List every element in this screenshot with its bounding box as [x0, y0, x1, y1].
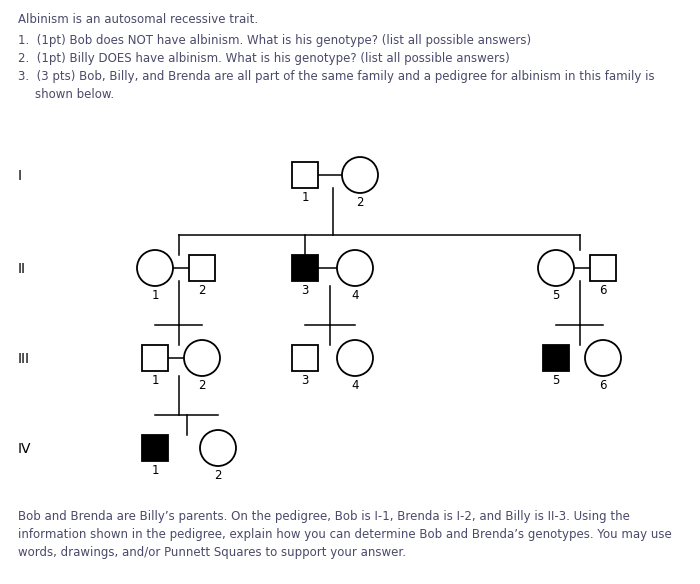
- Ellipse shape: [337, 250, 373, 286]
- Ellipse shape: [337, 340, 373, 376]
- Text: 1: 1: [301, 191, 309, 204]
- Bar: [142, 345, 168, 371]
- Text: 6: 6: [599, 284, 607, 297]
- Ellipse shape: [200, 430, 236, 466]
- Text: 3.  (3 pts) Bob, Billy, and Brenda are all part of the same family and a pedigre: 3. (3 pts) Bob, Billy, and Brenda are al…: [18, 70, 655, 83]
- Text: 5: 5: [552, 289, 560, 302]
- Text: Bob and Brenda are Billy’s parents. On the pedigree, Bob is I-1, Brenda is I-2, : Bob and Brenda are Billy’s parents. On t…: [18, 510, 630, 523]
- Text: words, drawings, and/or Punnett Squares to support your answer.: words, drawings, and/or Punnett Squares …: [18, 546, 406, 559]
- Bar: [590, 255, 616, 281]
- Text: 2: 2: [198, 284, 206, 297]
- Bar: [189, 255, 215, 281]
- Ellipse shape: [585, 340, 621, 376]
- Text: Albinism is an autosomal recessive trait.: Albinism is an autosomal recessive trait…: [18, 13, 258, 26]
- Text: I: I: [18, 169, 22, 183]
- Ellipse shape: [342, 157, 378, 193]
- Text: 2: 2: [356, 196, 364, 209]
- Bar: [292, 345, 318, 371]
- Text: 2: 2: [198, 379, 206, 392]
- Ellipse shape: [137, 250, 173, 286]
- Bar: [543, 345, 569, 371]
- Text: 3: 3: [301, 374, 309, 387]
- Text: 6: 6: [599, 379, 607, 392]
- Text: 1.  (1pt) Bob does NOT have albinism. What is his genotype? (list all possible a: 1. (1pt) Bob does NOT have albinism. Wha…: [18, 34, 531, 47]
- Text: information shown in the pedigree, explain how you can determine Bob and Brenda’: information shown in the pedigree, expla…: [18, 528, 672, 541]
- Ellipse shape: [538, 250, 574, 286]
- Text: 4: 4: [351, 379, 358, 392]
- Text: 1: 1: [151, 374, 159, 387]
- Text: 4: 4: [351, 289, 358, 302]
- Ellipse shape: [184, 340, 220, 376]
- Text: II: II: [18, 262, 26, 276]
- Text: 2: 2: [214, 469, 222, 482]
- Bar: [142, 435, 168, 461]
- Text: 2.  (1pt) Billy DOES have albinism. What is his genotype? (list all possible ans: 2. (1pt) Billy DOES have albinism. What …: [18, 52, 510, 65]
- Text: IV: IV: [18, 442, 32, 456]
- Text: 1: 1: [151, 289, 159, 302]
- Text: 5: 5: [552, 374, 560, 387]
- Text: shown below.: shown below.: [35, 88, 114, 101]
- Bar: [292, 255, 318, 281]
- Text: 1: 1: [151, 464, 159, 477]
- Text: 3: 3: [301, 284, 309, 297]
- Text: III: III: [18, 352, 30, 366]
- Bar: [292, 162, 318, 188]
